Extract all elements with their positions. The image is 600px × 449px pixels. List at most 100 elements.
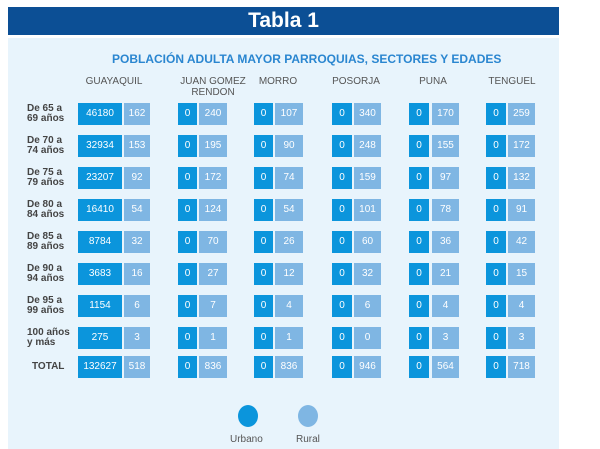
rural-cell: 70 (199, 231, 227, 253)
rural-cell: 3 (432, 327, 459, 349)
urban-cell: 0 (332, 327, 352, 349)
urban-cell: 32934 (78, 135, 122, 157)
row-label-line: De 95 a (27, 295, 63, 306)
urban-cell: 0 (254, 199, 273, 221)
urban-cell: 0 (486, 167, 506, 189)
urban-cell: 0 (178, 356, 197, 378)
urban-cell: 23207 (78, 167, 122, 189)
rural-cell: 1 (275, 327, 303, 349)
urban-cell: 0 (178, 263, 197, 285)
rural-cell: 172 (199, 167, 227, 189)
rural-cell: 32 (124, 231, 150, 253)
row-label: De 75 a 79 años (27, 168, 64, 188)
column-header: GUAYAQUIL (85, 76, 143, 87)
table-subtitle: POBLACIÓN ADULTA MAYOR PARROQUIAS, SECTO… (112, 52, 502, 66)
rural-cell: 155 (432, 135, 459, 157)
rural-cell: 172 (508, 135, 535, 157)
rural-cell: 90 (275, 135, 303, 157)
rural-cell: 16 (124, 263, 150, 285)
column-header: MORRO (258, 76, 298, 87)
row-label: De 85 a 89 años (27, 232, 64, 252)
urban-cell: 0 (254, 263, 273, 285)
rural-cell: 564 (432, 356, 459, 378)
row-label-line: De 85 a (27, 231, 63, 242)
rural-cell: 4 (432, 295, 459, 317)
urban-cell: 1154 (78, 295, 122, 317)
row-label: De 95 a 99 años (27, 296, 64, 316)
rural-cell: 132 (508, 167, 535, 189)
urban-cell: 0 (409, 199, 429, 221)
rural-cell: 946 (354, 356, 381, 378)
urban-cell: 0 (409, 295, 429, 317)
rural-cell: 240 (199, 103, 227, 125)
rural-cell: 7 (199, 295, 227, 317)
row-label-line: y más (27, 337, 56, 348)
row-label-line: 99 años (27, 305, 65, 316)
urban-cell: 0 (409, 263, 429, 285)
rural-cell: 836 (199, 356, 227, 378)
row-label: De 90 a 94 años (27, 264, 64, 284)
rural-cell: 6 (124, 295, 150, 317)
rural-cell: 1 (199, 327, 227, 349)
urban-cell: 0 (486, 295, 506, 317)
legend-urban-dot (238, 405, 258, 427)
urban-cell: 0 (332, 135, 352, 157)
urban-cell: 275 (78, 327, 122, 349)
urban-cell: 0 (332, 263, 352, 285)
rural-cell: 97 (432, 167, 459, 189)
urban-cell: 0 (254, 327, 273, 349)
rural-cell: 170 (432, 103, 459, 125)
row-label-line: 79 años (27, 177, 65, 188)
column-header: JUAN GOMEZ RENDON (180, 76, 246, 98)
urban-cell: 0 (254, 103, 273, 125)
urban-cell: 0 (486, 103, 506, 125)
urban-cell: 0 (332, 167, 352, 189)
rural-cell: 12 (275, 263, 303, 285)
row-label-line: 74 años (27, 145, 65, 156)
rural-cell: 54 (275, 199, 303, 221)
row-label-line: 84 años (27, 209, 65, 220)
rural-cell: 92 (124, 167, 150, 189)
row-label-line: 69 años (27, 113, 65, 124)
column-header: PUNA (419, 76, 447, 87)
row-label-line: 94 años (27, 273, 65, 284)
urban-cell: 0 (178, 295, 197, 317)
rural-cell: 518 (124, 356, 150, 378)
row-label-line: 89 años (27, 241, 65, 252)
rural-cell: 195 (199, 135, 227, 157)
urban-cell: 0 (409, 356, 429, 378)
row-label: 100 años y más (27, 328, 70, 348)
column-header: POSORJA (332, 76, 380, 87)
urban-cell: 0 (486, 231, 506, 253)
row-label-line: De 75 a (27, 167, 63, 178)
row-label: TOTAL (32, 361, 65, 372)
urban-cell: 0 (254, 135, 273, 157)
row-label-line: De 65 a (27, 103, 63, 114)
rural-cell: 718 (508, 356, 535, 378)
urban-cell: 0 (254, 231, 273, 253)
rural-cell: 153 (124, 135, 150, 157)
rural-cell: 78 (432, 199, 459, 221)
urban-cell: 0 (486, 263, 506, 285)
rural-cell: 3 (124, 327, 150, 349)
urban-cell: 0 (178, 135, 197, 157)
urban-cell: 0 (486, 327, 506, 349)
rural-cell: 259 (508, 103, 535, 125)
column-header: TENGUEL (488, 76, 536, 87)
row-label-line: De 80 a (27, 199, 63, 210)
row-label: De 80 a 84 años (27, 200, 64, 220)
urban-cell: 0 (178, 327, 197, 349)
urban-cell: 0 (409, 135, 429, 157)
urban-cell: 0 (409, 231, 429, 253)
urban-cell: 0 (486, 135, 506, 157)
urban-cell: 0 (332, 295, 352, 317)
urban-cell: 0 (178, 199, 197, 221)
urban-cell: 132627 (78, 356, 122, 378)
urban-cell: 0 (486, 356, 506, 378)
row-label-line: 100 años (27, 327, 70, 338)
rural-cell: 36 (432, 231, 459, 253)
legend-urban-label: Urbano (230, 434, 263, 445)
urban-cell: 8784 (78, 231, 122, 253)
rural-cell: 101 (354, 199, 381, 221)
row-label: De 65 a 69 años (27, 104, 64, 124)
